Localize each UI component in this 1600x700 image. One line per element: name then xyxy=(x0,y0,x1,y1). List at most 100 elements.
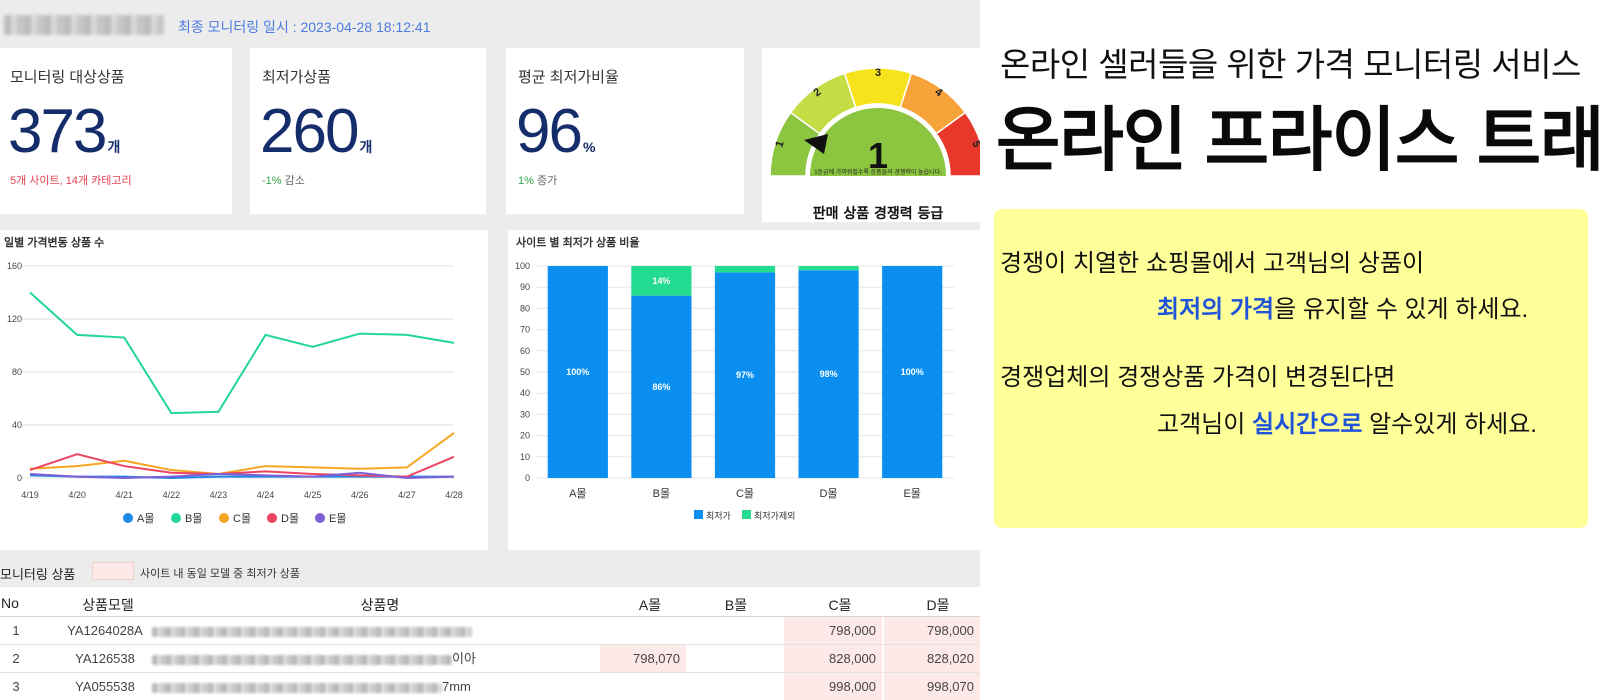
cell-c: 998,000 xyxy=(784,673,882,700)
x-tick-label: 4/19 xyxy=(21,490,39,500)
x-tick-label: 4/25 xyxy=(304,490,322,500)
cell-a xyxy=(600,617,686,644)
table-row[interactable]: 2 YA126538 798,070 828,000 828,020 이아 xyxy=(0,645,980,673)
lowest-price-legend-swatch xyxy=(92,562,134,580)
card-sub: 5개 사이트, 14개 카테고리 xyxy=(10,175,132,187)
monitoring-header: 모니터링 상품 사이트 내 동일 모델 중 최저가 상품 xyxy=(0,560,980,584)
line-chart-card: 일별 가격변동 상품 수 0 40 80 120 160 4/19 4/20 4/21 4/22… xyxy=(0,230,488,550)
bar-segment xyxy=(631,266,692,296)
legend-label[interactable]: A몰 xyxy=(137,512,154,525)
card-avg-lowest-ratio[interactable]: 평균 최저가비율 96% 1% 증가 xyxy=(506,48,744,214)
bar-data-label: 98% xyxy=(820,369,838,379)
gauge-label-1: 1 xyxy=(773,139,786,149)
bar-segment xyxy=(547,266,608,478)
dashboard-screenshot: 최종 모니터링 일시 : 2023-04-28 18:12:41 모니터링 대상… xyxy=(0,0,980,700)
bar-data-label: 14% xyxy=(652,276,670,286)
line-chart-title: 일별 가격변동 상품 수 xyxy=(4,237,105,249)
y-tick-label: 90 xyxy=(520,282,530,292)
card-sub: -1% 감소 xyxy=(262,175,305,187)
blurred-product-name xyxy=(152,682,442,693)
x-tick-label: 4/21 xyxy=(115,490,133,500)
promo-line-3: 경쟁업체의 경쟁상품 가격이 변경된다면 xyxy=(1000,364,1396,391)
y-tick-label: 60 xyxy=(520,346,530,356)
cell-d: 798,000 xyxy=(884,617,980,644)
bar-segment xyxy=(798,266,859,271)
gauge-needle xyxy=(804,134,828,154)
cell-d: 998,070 xyxy=(884,673,980,700)
bar-segment xyxy=(631,295,692,478)
table-row[interactable]: 1 YA1264028A 798,000 798,000 xyxy=(0,617,980,645)
y-tick-label: 50 xyxy=(520,367,530,377)
col-model[interactable]: 상품모델 xyxy=(82,597,134,613)
card-value: 373 개 xyxy=(8,97,121,166)
y-tick-label: 80 xyxy=(12,367,22,377)
table-header: No 상품모델 상품명 A몰 B몰 C몰 D몰 xyxy=(0,587,980,617)
promo-line-4: 고객님이 실시간으로 알수있게 하세요. xyxy=(1157,411,1537,438)
series-line-3 xyxy=(29,432,455,476)
legend-label[interactable]: C몰 xyxy=(233,512,251,525)
legend-label[interactable]: 최저가제외 xyxy=(754,510,795,521)
legend-label[interactable]: E몰 xyxy=(329,512,346,525)
legend-marker xyxy=(267,513,277,523)
x-tick-label: 4/20 xyxy=(68,490,86,500)
x-tick-label: 4/28 xyxy=(445,490,463,500)
products-table: No 상품모델 상품명 A몰 B몰 C몰 D몰 1 YA1264028A 798,0… xyxy=(0,587,980,700)
y-tick-label: 40 xyxy=(12,420,22,430)
legend-label[interactable]: B몰 xyxy=(185,512,202,525)
bar-segment xyxy=(798,270,859,478)
x-tick-label: 4/24 xyxy=(257,490,275,500)
product-name-tail: 이아 xyxy=(452,651,476,666)
y-tick-label: 160 xyxy=(7,261,22,271)
col-b-mall[interactable]: B몰 xyxy=(724,597,748,613)
legend-marker xyxy=(123,513,133,523)
y-tick-label: 40 xyxy=(520,388,530,398)
cell-no: 1 xyxy=(12,623,20,638)
cell-b xyxy=(688,645,782,672)
legend-marker xyxy=(315,513,325,523)
cell-b xyxy=(688,673,782,700)
bar-chart: 0 10 20 30 40 50 60 70 80 90 100 100% A몰 86% 14% B몰 97% C… xyxy=(515,261,954,521)
col-c-mall[interactable]: C몰 xyxy=(828,597,852,613)
cell-no: 3 xyxy=(12,679,20,694)
card-value: 260 개 xyxy=(260,97,373,166)
card-target-products[interactable]: 모니터링 대상상품 373 개 5개 사이트, 14개 카테고리 xyxy=(0,48,232,214)
bar-segment xyxy=(714,266,776,273)
x-tick-label: B몰 xyxy=(653,487,670,500)
col-no[interactable]: No xyxy=(1,595,19,611)
gauge-label-3: 3 xyxy=(875,67,881,79)
blurred-product-name xyxy=(152,626,472,637)
promo-title: 온라인 프라이스 트래커 xyxy=(996,101,1600,179)
blurred-product-name xyxy=(152,654,452,665)
line-chart: 0 40 80 120 160 4/19 4/20 4/21 4/22 4/23 4/24 4/25 4… xyxy=(7,261,463,525)
bar-data-label: 86% xyxy=(652,382,670,392)
y-tick-label: 10 xyxy=(520,452,530,462)
y-tick-label: 0 xyxy=(17,473,22,483)
cell-a xyxy=(600,673,686,700)
card-title: 모니터링 대상상품 xyxy=(10,69,125,86)
col-a-mall[interactable]: A몰 xyxy=(638,597,662,613)
x-tick-label: A몰 xyxy=(569,487,586,500)
promo-subtitle: 온라인 셀러들을 위한 가격 모니터링 서비스 xyxy=(1000,46,1581,83)
gauge-current-grade: 1 xyxy=(868,135,888,176)
col-d-mall[interactable]: D몰 xyxy=(926,597,950,613)
highlight-realtime: 실시간으로 xyxy=(1252,411,1363,438)
bar-chart-card: 사이트 별 최저가 상품 비율 0 10 20 30 40 50 60 70 80 90 100 10… xyxy=(508,230,980,550)
card-lowest-products[interactable]: 최저가상품 260 개 -1% 감소 xyxy=(250,48,486,214)
bar-chart-title: 사이트 별 최저가 상품 비율 xyxy=(516,237,640,249)
promo-note: 경쟁이 치열한 쇼핑몰에서 고객님의 상품이 최저의 가격을 유지할 수 있게 … xyxy=(994,209,1588,528)
legend-label[interactable]: D몰 xyxy=(281,512,299,525)
cell-model: YA055538 xyxy=(75,679,135,694)
cell-name: 7mm xyxy=(152,673,592,700)
x-tick-label: 4/26 xyxy=(351,490,369,500)
cell-a: 798,070 xyxy=(600,645,686,672)
col-name[interactable]: 상품명 xyxy=(360,597,400,613)
gauge-center-disc xyxy=(810,108,946,176)
card-sub: 1% 증가 xyxy=(518,175,558,187)
table-row[interactable]: 3 YA055538 998,000 998,070 7mm xyxy=(0,673,980,700)
cell-c: 798,000 xyxy=(784,617,882,644)
legend-label[interactable]: 최저가 xyxy=(706,511,731,521)
cell-c: 828,000 xyxy=(784,645,882,672)
highlight-lowest-price: 최저의 가격 xyxy=(1157,296,1275,323)
